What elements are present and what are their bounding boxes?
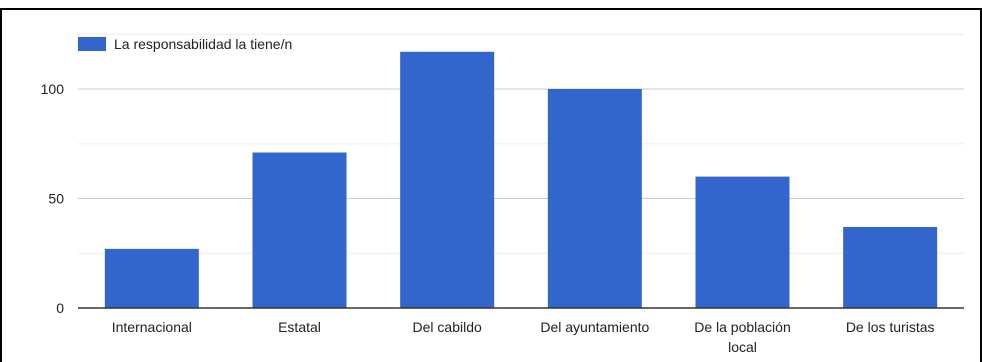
x-tick-label: De la población local xyxy=(694,319,791,355)
bar xyxy=(547,89,642,308)
bars-layer xyxy=(104,51,938,309)
grid-layer xyxy=(78,33,964,254)
y-tick-label: 50 xyxy=(48,191,64,207)
bar xyxy=(843,226,938,308)
legend-label: La responsabilidad la tiene/n xyxy=(114,36,292,52)
x-tick-label: Internacional xyxy=(112,319,192,335)
x-tick-label: De los turistas xyxy=(846,319,935,335)
legend-swatch xyxy=(78,37,106,51)
x-tick-label: Estatal xyxy=(278,319,321,335)
y-tick-label: 0 xyxy=(56,300,64,316)
bar xyxy=(252,152,347,308)
bar xyxy=(104,248,199,308)
legend: La responsabilidad la tiene/n xyxy=(78,36,292,52)
x-tick-label: Del cabildo xyxy=(413,319,482,335)
y-tick-label: 100 xyxy=(41,81,65,97)
x-tick-label: Del ayuntamiento xyxy=(540,319,649,335)
bar xyxy=(400,51,495,309)
axis-layer: 0 50 100 Internacional Estatal Del cabildo Del… xyxy=(41,81,964,355)
bar xyxy=(695,176,790,308)
